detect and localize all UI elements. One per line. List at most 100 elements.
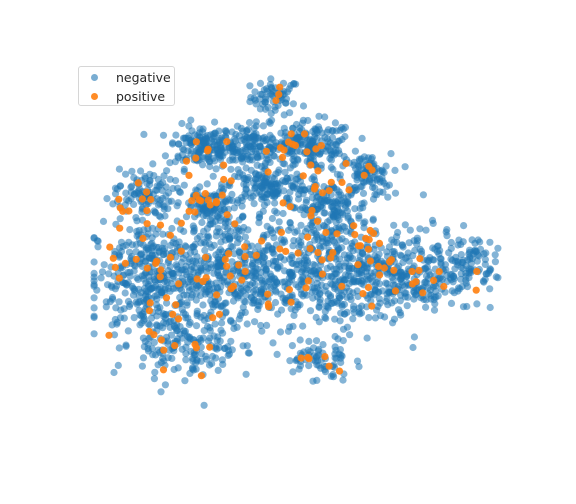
negative-point xyxy=(241,190,249,198)
positive-point xyxy=(313,217,322,225)
negative-point xyxy=(221,309,230,317)
negative-point xyxy=(173,327,181,335)
negative-point xyxy=(116,182,125,190)
positive-point xyxy=(276,245,284,253)
positive-point xyxy=(375,239,384,247)
negative-point xyxy=(274,310,282,318)
negative-point xyxy=(173,202,181,210)
negative-point xyxy=(164,205,172,213)
negative-point xyxy=(250,130,258,138)
negative-point xyxy=(182,350,190,358)
negative-point xyxy=(484,269,492,277)
negative-point xyxy=(110,368,118,377)
negative-point xyxy=(299,102,308,110)
positive-point xyxy=(235,261,243,269)
positive-point xyxy=(312,145,320,153)
negative-point xyxy=(140,130,148,138)
negative-point xyxy=(214,149,222,157)
negative-point xyxy=(297,187,305,195)
negative-point xyxy=(270,234,278,242)
negative-point xyxy=(359,204,367,212)
negative-point xyxy=(397,252,406,260)
positive-point xyxy=(116,224,124,232)
negative-point xyxy=(251,290,259,298)
positive-point xyxy=(115,195,123,203)
negative-point xyxy=(211,217,219,225)
negative-point xyxy=(280,90,288,98)
positive-point xyxy=(143,264,151,272)
positive-point xyxy=(304,233,312,241)
negative-point xyxy=(286,109,294,117)
positive-point xyxy=(223,138,231,146)
negative-point xyxy=(115,344,123,352)
negative-point xyxy=(303,225,311,233)
negative-point xyxy=(290,237,298,245)
negative-point xyxy=(130,174,138,182)
legend-marker-positive xyxy=(91,92,98,100)
negative-point xyxy=(396,297,404,305)
negative-point xyxy=(273,209,281,217)
negative-point xyxy=(419,191,427,199)
negative-point xyxy=(339,376,347,384)
negative-point xyxy=(157,288,165,297)
negative-point xyxy=(151,209,159,217)
negative-point xyxy=(355,163,363,171)
negative-point xyxy=(289,100,297,108)
negative-point xyxy=(224,343,232,351)
positive-point xyxy=(351,231,359,239)
negative-point xyxy=(134,275,142,283)
negative-point xyxy=(193,253,201,261)
negative-point xyxy=(267,273,276,281)
negative-point xyxy=(426,254,434,262)
negative-point xyxy=(460,222,468,230)
negative-point xyxy=(238,155,246,163)
negative-point xyxy=(227,165,235,173)
negative-point xyxy=(156,200,164,208)
positive-point xyxy=(390,266,398,274)
negative-point xyxy=(121,289,129,297)
positive-point xyxy=(162,294,171,302)
negative-point xyxy=(481,275,489,283)
negative-point xyxy=(316,195,324,204)
positive-point xyxy=(365,162,373,170)
negative-point xyxy=(162,319,170,327)
negative-point xyxy=(314,123,323,131)
positive-point xyxy=(364,283,373,292)
positive-point xyxy=(238,276,246,284)
negative-point xyxy=(124,327,132,335)
negative-point xyxy=(257,297,265,306)
negative-point xyxy=(381,313,389,321)
negative-point xyxy=(183,332,191,340)
negative-point xyxy=(324,304,332,312)
negative-point xyxy=(140,298,149,306)
positive-point xyxy=(327,178,335,186)
negative-point xyxy=(206,291,214,299)
positive-point xyxy=(191,208,199,216)
negative-point xyxy=(193,356,201,364)
negative-point xyxy=(169,239,177,247)
positive-point xyxy=(206,343,214,351)
negative-point xyxy=(108,321,116,329)
negative-point xyxy=(302,198,310,207)
positive-point xyxy=(121,259,129,267)
legend-label-positive: positive xyxy=(116,88,166,104)
positive-point xyxy=(147,195,155,204)
negative-point xyxy=(276,181,284,189)
negative-point xyxy=(185,122,193,130)
negative-point xyxy=(382,297,390,305)
negative-point xyxy=(231,137,239,145)
negative-point xyxy=(144,246,153,254)
negative-point xyxy=(110,331,119,339)
negative-point xyxy=(410,333,418,341)
negative-point xyxy=(390,315,399,323)
negative-point xyxy=(99,217,108,225)
positive-point xyxy=(366,257,374,265)
negative-point xyxy=(206,324,214,332)
negative-point xyxy=(456,285,464,293)
negative-point xyxy=(471,239,479,247)
negative-point xyxy=(343,199,352,207)
negative-point xyxy=(299,116,307,124)
negative-point xyxy=(266,119,274,127)
positive-point xyxy=(318,189,327,197)
positive-point xyxy=(302,284,310,292)
